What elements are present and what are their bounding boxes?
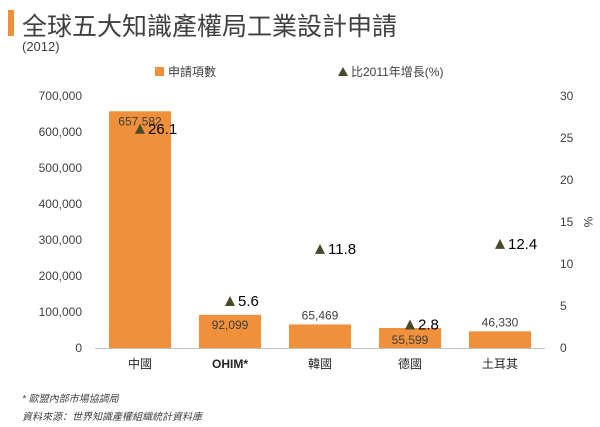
right-tick-label: 10: [560, 257, 574, 271]
category-label: 中國: [128, 356, 152, 371]
legend-bar-label: 申請項數: [168, 65, 216, 79]
bar: [469, 331, 531, 348]
left-tick-label: 500,000: [39, 161, 83, 175]
bar-value-label: 55,599: [392, 333, 429, 347]
bar: [199, 314, 261, 348]
left-tick-label: 400,000: [39, 197, 83, 211]
chart-title: 全球五大知識產權局工業設計申請: [22, 13, 398, 41]
chart-area: 申請項數 比2011年增長(%) 0 100,000 200,000 300,000 40…: [39, 65, 595, 371]
category-label: 德國: [398, 356, 422, 371]
bar-labels: 657,582 92,099 65,469 55,599 46,330: [118, 114, 518, 347]
category-label: OHIM*: [212, 357, 248, 371]
legend-growth-label: 比2011年增長(%): [351, 65, 443, 79]
left-axis: 0 100,000 200,000 300,000 400,000 500,000 600,…: [39, 89, 83, 355]
bar: [109, 111, 171, 348]
growth-marker: [225, 295, 235, 306]
left-tick-label: 100,000: [39, 305, 83, 319]
left-tick-label: 700,000: [39, 89, 83, 103]
title-accent-bar: [8, 10, 14, 36]
growth-marker: [495, 238, 505, 249]
growth-value-label: 12.4: [508, 236, 537, 253]
right-tick-label: 5: [560, 299, 567, 313]
category-label: 韓國: [308, 357, 332, 371]
growth-value-label: 11.8: [328, 241, 356, 258]
right-tick-label: 25: [560, 131, 574, 145]
growth-marker: [135, 123, 145, 134]
bar-value-label: 65,469: [302, 308, 339, 322]
bar-series: [109, 111, 531, 348]
category-label: 土耳其: [482, 357, 518, 371]
footnote: * 歐盟內部市場協調局: [22, 394, 119, 405]
legend-bar-swatch: [155, 67, 164, 76]
bar-value-label: 657,582: [118, 114, 162, 128]
left-tick-label: 0: [75, 341, 82, 355]
source-note: 資料來源：世界知識產權組織統計資料庫: [22, 412, 202, 423]
bar: [289, 324, 351, 348]
right-tick-label: 20: [560, 173, 574, 187]
left-tick-label: 300,000: [39, 233, 83, 247]
growth-marker: [405, 319, 415, 330]
chart-subtitle: (2012): [22, 39, 60, 54]
bar-value-label: 46,330: [482, 315, 519, 329]
right-axis-title: %: [581, 217, 595, 228]
left-tick-label: 600,000: [39, 125, 83, 139]
growth-marker: [315, 243, 325, 254]
bar-value-label: 92,099: [212, 318, 249, 332]
growth-series: 26.1 5.6 11.8 2.8 12.4: [135, 121, 537, 333]
legend: 申請項數 比2011年增長(%): [155, 65, 443, 79]
growth-value-label: 5.6: [238, 293, 259, 310]
left-tick-label: 200,000: [39, 269, 83, 283]
legend-triangle-icon: [338, 67, 348, 76]
right-axis: 0 5 10 15 20 25 30%: [560, 89, 595, 355]
right-tick-label: 30: [560, 89, 574, 103]
bar: [379, 327, 441, 348]
right-tick-label: 0: [560, 341, 567, 355]
growth-value-label: 26.1: [148, 121, 177, 138]
growth-value-label: 2.8: [418, 316, 439, 333]
right-tick-label: 15: [560, 215, 574, 229]
category-axis: 中國 OHIM* 韓國 德國 土耳其: [95, 348, 545, 371]
